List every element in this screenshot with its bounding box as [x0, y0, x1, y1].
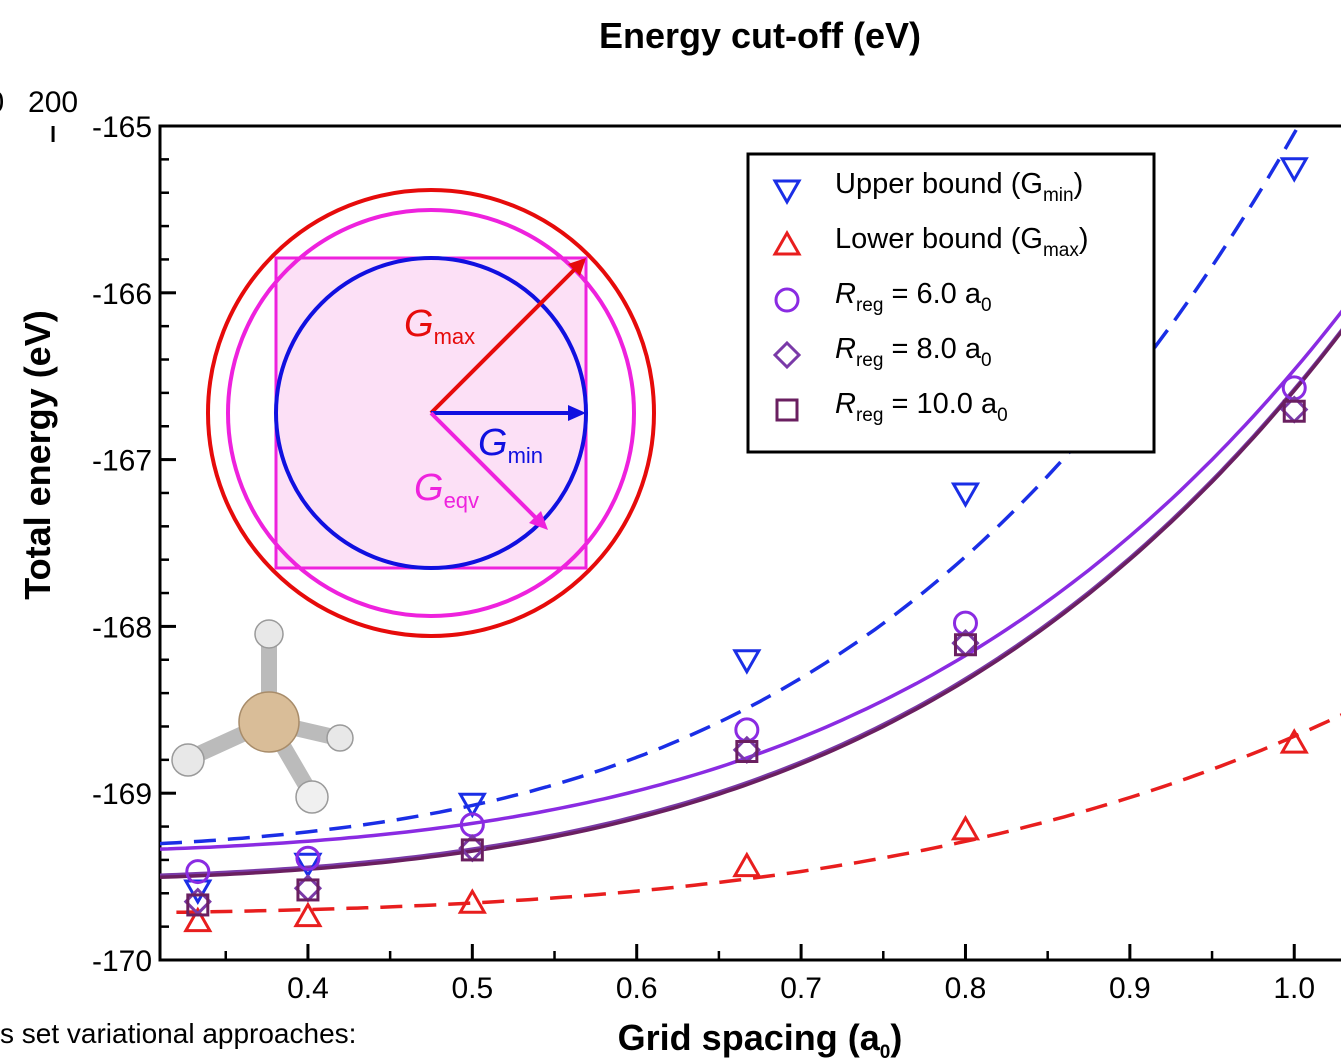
- inset-sketch: Gmax Gmin Geqv: [206, 188, 656, 638]
- y-tick-label--167: -167: [92, 445, 152, 478]
- inset-gmax-label: Gmax: [404, 303, 475, 349]
- legend-marker-0: [772, 179, 802, 206]
- point-s0-3: [732, 649, 762, 675]
- point-s0-1: [293, 852, 323, 879]
- legend-label-r6: Rreg = 6.0 a0: [835, 278, 992, 316]
- x-axis-title: Grid spacing (a0): [618, 1017, 903, 1060]
- point-s4-0: [186, 893, 210, 917]
- top-axis-title: Energy cut-off (eV): [599, 15, 921, 56]
- inset-gmin-label: Gmin: [478, 422, 543, 468]
- y-axis-title: Total energy (eV): [17, 310, 58, 599]
- inset-geqv-arrowhead: [529, 511, 548, 530]
- legend-label-r10: Rreg = 10.0 a0: [835, 388, 1008, 426]
- top-tick-label-300: 300: [0, 86, 4, 119]
- legend-label-lower: Lower bound (Gmax): [835, 223, 1089, 261]
- y-tick-label--165: -165: [92, 111, 152, 144]
- point-s0-4: [950, 482, 981, 508]
- point-s4-2: [460, 838, 484, 862]
- x-tick-label-0.6: 0.6: [616, 972, 658, 1005]
- y-tick-label--166: -166: [92, 278, 152, 311]
- y-tick-label--170: -170: [92, 945, 152, 978]
- y-tick-label--169: -169: [92, 778, 152, 811]
- legend-marker-1: [772, 229, 802, 256]
- legend-label-upper: Upper bound (Gmin): [835, 168, 1083, 206]
- point-s2-0: [185, 859, 211, 885]
- x-tick-label-0.7: 0.7: [780, 972, 822, 1005]
- point-s1-0: [183, 906, 213, 933]
- molecule-illustration: [171, 619, 354, 814]
- legend-marker-2: [774, 287, 800, 313]
- inset-geqv-label: Geqv: [414, 467, 479, 513]
- series-line-1: [176, 713, 1341, 915]
- axis-ticks: 0.4 0.5 0.6 0.7 0.8 0.9 1.0 -165 -166 -167 -168 -16…: [0, 86, 1315, 1005]
- point-s1-3: [732, 851, 762, 878]
- inset-gmax-arrow: [429, 265, 579, 415]
- point-s4-3: [735, 740, 759, 763]
- point-s2-1: [295, 845, 321, 871]
- y-tick-label--168: -168: [92, 611, 152, 644]
- series-line-2: [160, 309, 1341, 851]
- point-s0-0: [183, 879, 213, 905]
- legend-marker-4: [775, 398, 799, 422]
- point-s4-4: [953, 633, 977, 657]
- legend: Upper bound (Gmin) Lower bound (Gmax) Rr…: [746, 152, 1156, 454]
- point-s1-1: [293, 901, 323, 928]
- point-s0-2: [457, 792, 487, 819]
- inset-geqv-arrow: [429, 411, 540, 522]
- x-tick-label-0.8: 0.8: [945, 972, 987, 1005]
- inset-geqv-circle: [226, 208, 636, 618]
- top-tick-label-200: 200: [28, 86, 78, 119]
- point-s4-5: [1282, 399, 1306, 423]
- x-tick-label-0.9: 0.9: [1109, 972, 1151, 1005]
- point-s1-4: [950, 814, 981, 841]
- x-tick-label-0.5: 0.5: [451, 972, 493, 1005]
- caption-text: s set variational approaches:: [0, 1018, 357, 1049]
- point-s1-2: [457, 888, 487, 914]
- inset-gmin-arrowhead: [568, 405, 586, 421]
- plot-frame: [158, 124, 1341, 962]
- series-line-4: [160, 329, 1341, 880]
- point-s0-5: [1279, 157, 1309, 183]
- point-s4-1: [296, 878, 320, 902]
- legend-label-r8: Rreg = 8.0 a0: [835, 333, 992, 371]
- x-tick-label-0.4: 0.4: [287, 972, 329, 1005]
- inset-gmax-arrowhead: [568, 258, 586, 276]
- legend-marker-3: [772, 340, 802, 370]
- point-s1-5: [1279, 728, 1309, 754]
- x-tick-label-1.0: 1.0: [1273, 972, 1315, 1005]
- legend-box: [746, 152, 1156, 454]
